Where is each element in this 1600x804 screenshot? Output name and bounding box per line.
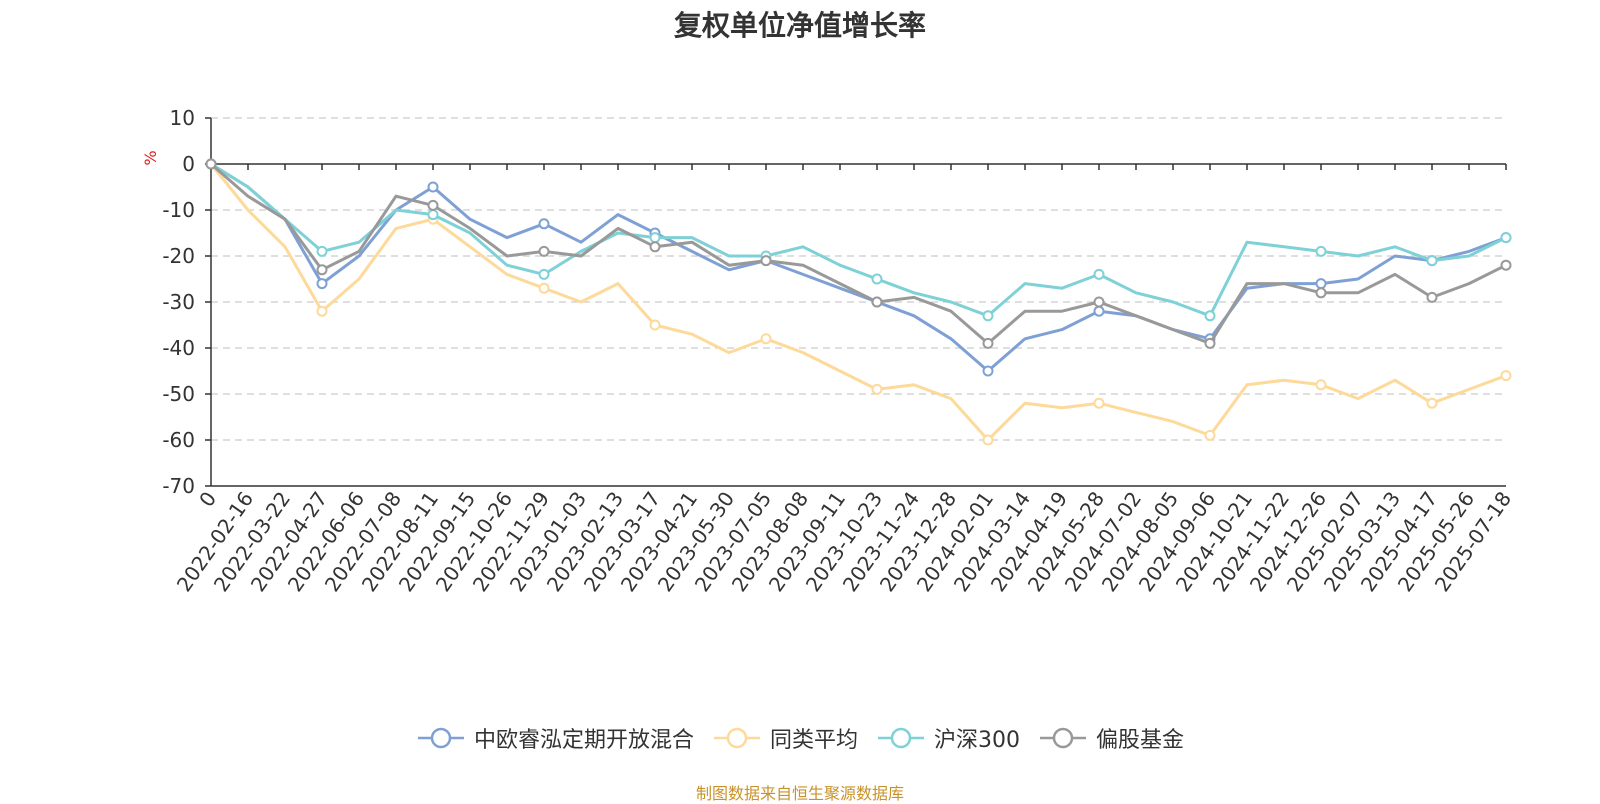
data-point (1315, 278, 1327, 290)
legend-label: 同类平均 (769, 728, 858, 753)
legend-line-icon (878, 727, 924, 749)
data-point (982, 365, 994, 377)
data-point (1315, 379, 1327, 391)
data-point (1093, 305, 1105, 317)
data-point (1093, 296, 1105, 308)
legend-marker (1052, 727, 1074, 749)
data-point (316, 264, 328, 276)
y-tick-label: -60 (162, 428, 195, 452)
legend-item[interactable]: 同类平均 (712, 722, 858, 754)
data-point (1204, 337, 1216, 349)
data-point (316, 305, 328, 317)
legend-marker (430, 727, 452, 749)
legend-line-icon (713, 727, 760, 749)
data-point (316, 245, 328, 257)
series-lines (205, 158, 1512, 446)
data-point (760, 255, 772, 267)
legend-label: 中欧睿泓定期开放混合 (473, 728, 694, 753)
data-point (538, 282, 550, 294)
y-tick-label: -40 (162, 336, 195, 360)
data-point (871, 383, 883, 395)
series-line (209, 162, 1508, 345)
data-point (982, 310, 994, 322)
legend-marker (890, 727, 912, 749)
y-axis-label: % (141, 150, 160, 165)
series-line (209, 162, 1508, 373)
axes: 100-10-20-30-40-50-60-70%02022-02-162022… (141, 106, 1516, 596)
data-point (427, 181, 439, 193)
data-point (427, 209, 439, 221)
y-tick-label: -20 (162, 244, 195, 268)
data-point (871, 296, 883, 308)
x-tick-label: 0 (194, 487, 221, 511)
data-point (427, 199, 439, 211)
legend-label: 沪深300 (934, 728, 1020, 753)
data-point (538, 245, 550, 257)
data-point (1426, 397, 1438, 409)
y-tick-label: -70 (162, 474, 195, 498)
legend-item[interactable]: 偏股基金 (1038, 722, 1184, 754)
data-point (1426, 255, 1438, 267)
data-point (538, 218, 550, 230)
chart-title: 复权单位净值增长率 (673, 9, 926, 42)
y-tick-label: -50 (162, 382, 195, 406)
y-tick-label: 10 (170, 106, 195, 130)
data-point (205, 158, 217, 170)
series-line (209, 162, 1508, 442)
grid-lines (211, 117, 1506, 441)
series-line (209, 162, 1508, 318)
data-point (1500, 259, 1512, 271)
y-tick-label: -30 (162, 290, 195, 314)
legend-line-icon (1040, 727, 1086, 749)
data-point (871, 273, 883, 285)
data-point (982, 434, 994, 446)
data-point (1500, 370, 1512, 382)
source-note: 制图数据来自恒生聚源数据库 (695, 784, 904, 803)
data-point (1315, 245, 1327, 257)
data-point (649, 241, 661, 253)
legend-line-icon (417, 727, 464, 749)
data-point (982, 337, 994, 349)
data-point (1204, 310, 1216, 322)
data-point (760, 333, 772, 345)
legend-marker (726, 727, 748, 749)
y-tick-label: -10 (162, 198, 195, 222)
data-point (649, 319, 661, 331)
legend-item[interactable]: 沪深300 (876, 722, 1020, 754)
data-point (1093, 397, 1105, 409)
data-point (316, 278, 328, 290)
legend-label: 偏股基金 (1096, 728, 1185, 753)
data-point (1315, 287, 1327, 299)
y-tick-label: 0 (182, 152, 195, 176)
data-point (1500, 232, 1512, 244)
data-point (1093, 268, 1105, 280)
data-point (1426, 291, 1438, 303)
chart-legend: 中欧睿泓定期开放混合 同类平均 沪深300 偏股基金 (0, 722, 1600, 754)
legend-item[interactable]: 中欧睿泓定期开放混合 (416, 722, 694, 754)
data-point (538, 268, 550, 280)
data-point (1204, 429, 1216, 441)
data-point (649, 232, 661, 244)
